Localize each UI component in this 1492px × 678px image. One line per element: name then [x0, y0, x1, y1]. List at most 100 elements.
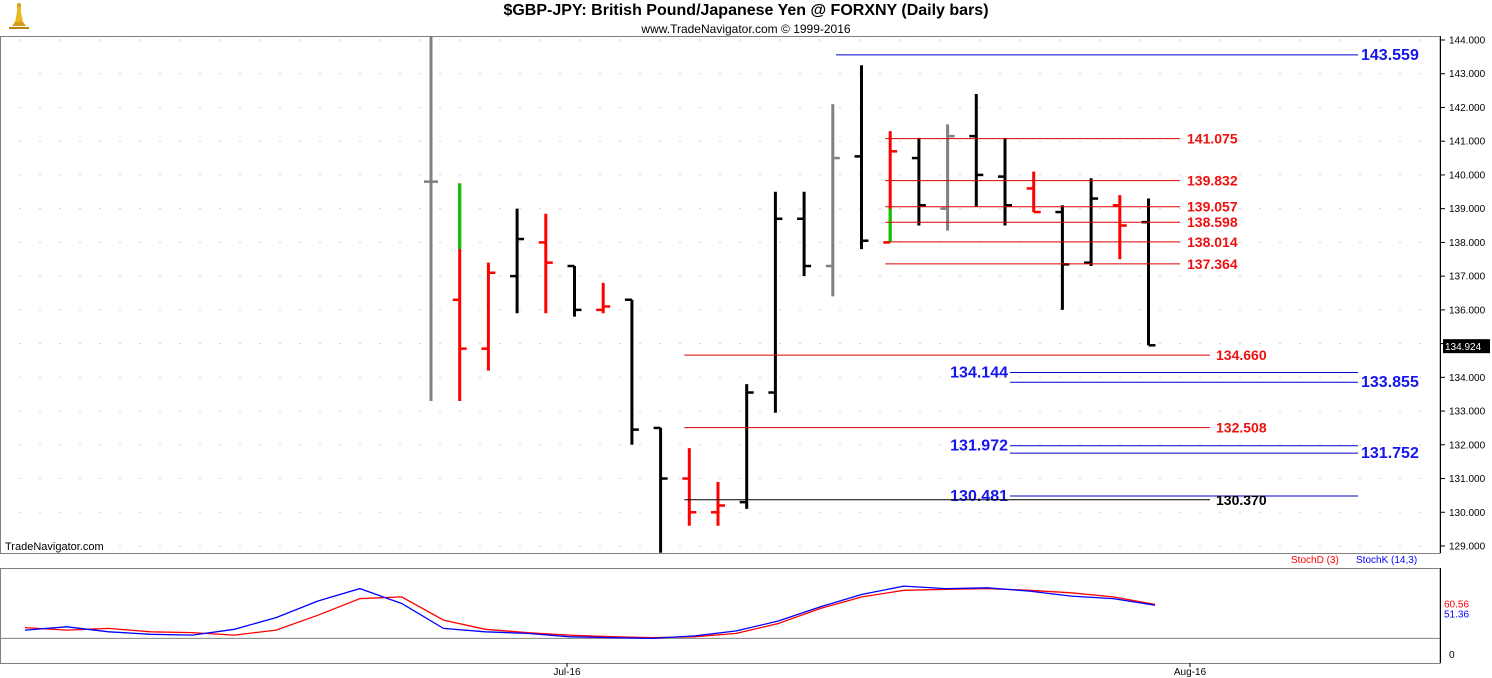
grid-dot [1119, 174, 1121, 176]
grid-dot [939, 410, 941, 412]
grid-dot [899, 545, 901, 547]
grid-dot [319, 106, 321, 109]
grid-dot [559, 511, 561, 513]
grid-dot [179, 545, 181, 547]
grid-dot [459, 410, 461, 412]
grid-dot [519, 174, 521, 176]
grid-dot [1059, 208, 1061, 210]
grid-dot [299, 444, 301, 446]
grid-dot [819, 376, 821, 378]
grid-dot [1419, 376, 1421, 378]
grid-dot [1099, 106, 1101, 109]
level-label: 134.660 [1216, 347, 1267, 363]
grid-dot [39, 545, 41, 547]
grid-dot [1219, 444, 1221, 446]
grid-dot [439, 73, 441, 75]
price-tick-label: 137.000 [1449, 272, 1486, 283]
grid-dot [1399, 309, 1401, 311]
grid-dot [899, 174, 901, 176]
grid-dot [1119, 477, 1121, 480]
grid-dot [559, 208, 561, 210]
grid-dot [999, 343, 1001, 345]
ohlc-bar [567, 264, 582, 317]
level-label: 139.057 [1187, 199, 1238, 215]
grid-dot [599, 275, 601, 277]
grid-dot [1039, 477, 1041, 480]
grid-dot [99, 309, 101, 311]
grid-dot [1179, 477, 1181, 480]
grid-dot [79, 241, 81, 243]
grid-dot [319, 39, 321, 41]
grid-dot [839, 545, 841, 547]
grid-dot [519, 477, 521, 480]
grid-dot [419, 477, 421, 480]
grid-dot [459, 73, 461, 75]
grid-dot [659, 174, 661, 176]
grid-dot [499, 444, 501, 446]
grid-dot [259, 174, 261, 176]
grid-dot [379, 444, 381, 446]
grid-dot [299, 140, 301, 142]
grid-dot [879, 106, 881, 109]
grid-dot [1299, 73, 1301, 75]
chart-header: $GBP-JPY: British Pound/Japanese Yen @ F… [0, 0, 1492, 36]
grid-dot [399, 174, 401, 176]
grid-dot [1039, 174, 1041, 176]
grid-dot [339, 477, 341, 480]
grid-dot [659, 140, 661, 142]
grid-dot [419, 73, 421, 75]
grid-dot [1179, 545, 1181, 547]
grid-dot [919, 309, 921, 311]
grid-dot [519, 309, 521, 311]
grid-dot [599, 73, 601, 75]
grid-dot [159, 174, 161, 176]
grid-dot [499, 106, 501, 109]
grid-dot [219, 73, 221, 75]
grid-dot [1319, 477, 1321, 480]
grid-dot [319, 477, 321, 480]
grid-dot [859, 477, 861, 480]
grid-dot [819, 511, 821, 513]
grid-dot [459, 39, 461, 41]
grid-dot [799, 140, 801, 142]
grid-dot [879, 241, 881, 243]
grid-dot [1199, 73, 1201, 75]
level-label: 139.832 [1187, 173, 1238, 189]
grid-dot [239, 140, 241, 142]
grid-dot [1339, 106, 1341, 109]
grid-dot [739, 275, 741, 277]
grid-dot [1059, 39, 1061, 41]
grid-dot [1259, 410, 1261, 412]
grid-dot [1159, 73, 1161, 75]
grid-dot [1379, 545, 1381, 547]
grid-dot [1419, 444, 1421, 446]
grid-dot [899, 73, 901, 75]
grid-dot [539, 39, 541, 41]
grid-dot [679, 140, 681, 142]
grid-dot [379, 106, 381, 109]
grid-dot [39, 174, 41, 176]
grid-dot [1239, 376, 1241, 378]
grid-dot [1319, 73, 1321, 75]
grid-dot [979, 39, 981, 41]
grid-dot [139, 477, 141, 480]
grid-dot [899, 106, 901, 109]
grid-dot [699, 376, 701, 378]
grid-dot [979, 73, 981, 75]
ohlc-bar [653, 426, 668, 553]
grid-dot [339, 275, 341, 277]
grid-dot [1179, 208, 1181, 210]
grid-dot [39, 241, 41, 243]
grid-dot [939, 376, 941, 378]
grid-dot [439, 106, 441, 109]
grid-dot [1079, 106, 1081, 109]
grid-dot [279, 140, 281, 142]
grid-dot [339, 511, 341, 513]
grid-dot [339, 410, 341, 412]
grid-dot [879, 140, 881, 142]
grid-dot [179, 106, 181, 109]
grid-dot [419, 39, 421, 41]
grid-dot [1039, 309, 1041, 311]
grid-dot [299, 208, 301, 210]
grid-dot [819, 275, 821, 277]
